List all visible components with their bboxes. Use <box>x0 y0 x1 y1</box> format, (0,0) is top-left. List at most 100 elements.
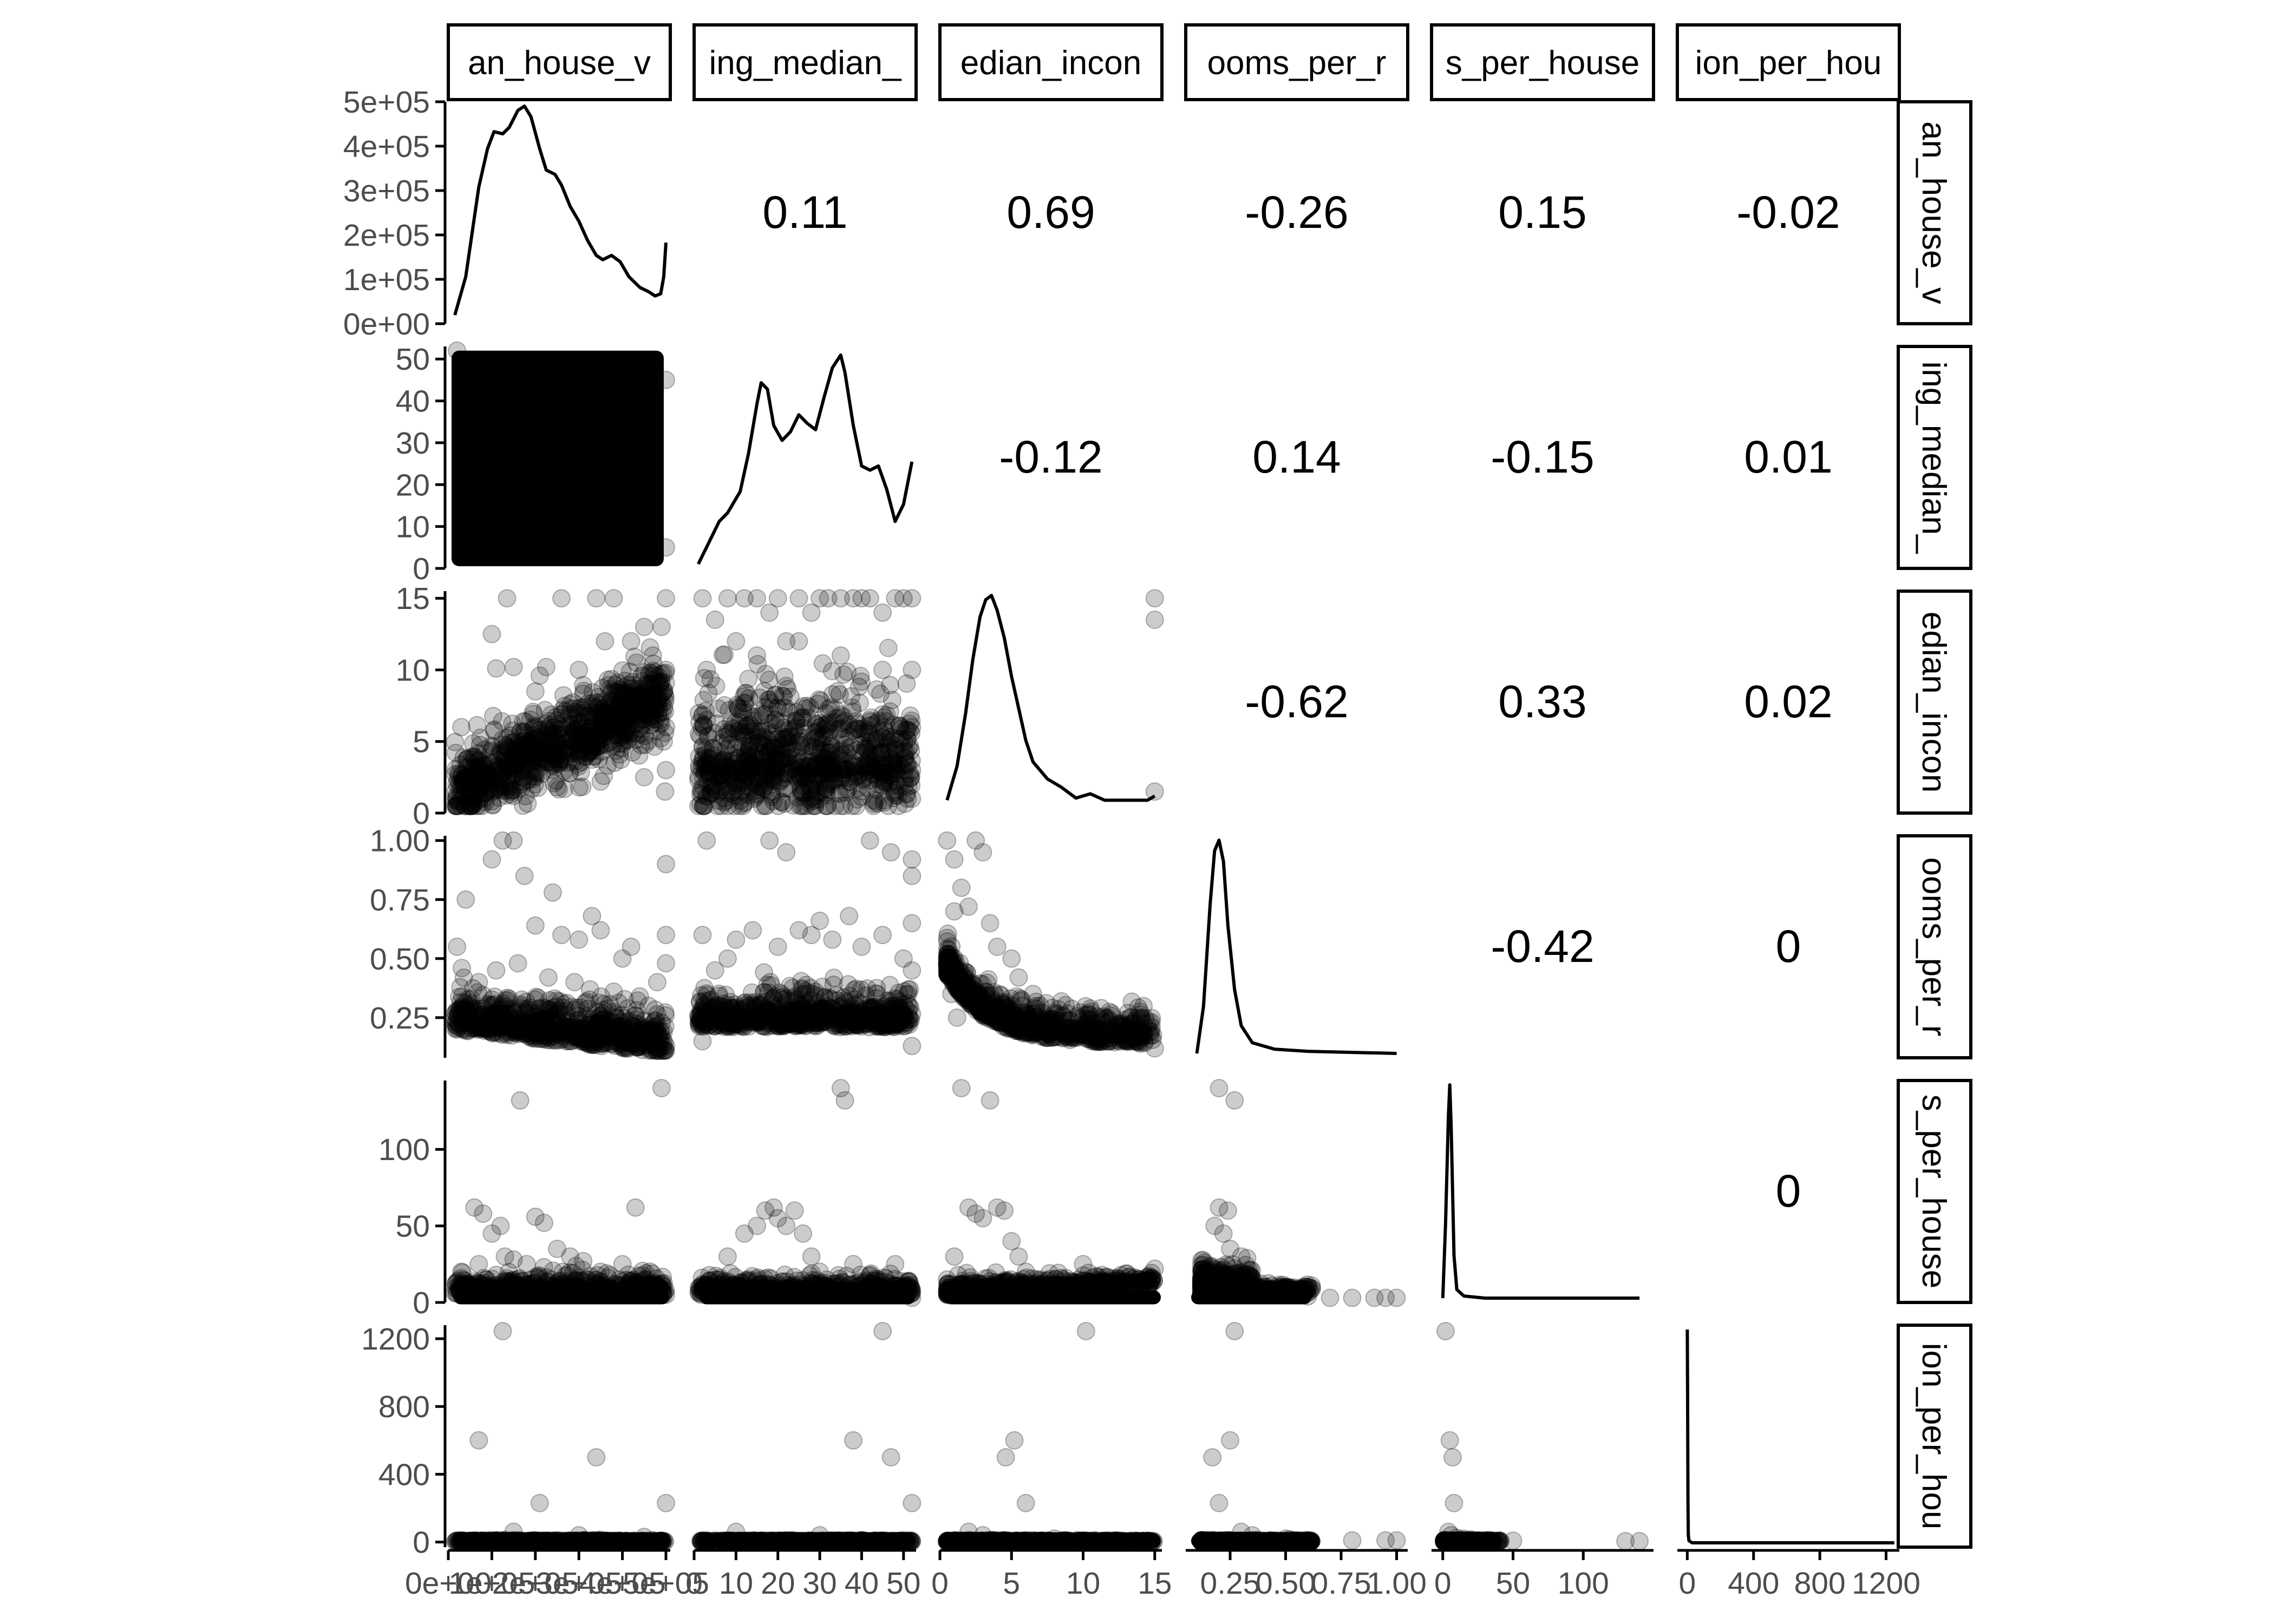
scatter-point <box>520 748 539 767</box>
scatter-point <box>504 755 522 774</box>
scatter-point <box>601 722 619 741</box>
scatter-point <box>594 728 613 746</box>
scatter-point <box>491 759 510 778</box>
scatter-point <box>623 743 642 762</box>
scatter-point <box>808 695 827 713</box>
scatter-point <box>472 776 491 794</box>
scatter-point <box>524 719 543 738</box>
scatter-point <box>567 734 586 753</box>
scatter-point <box>513 760 531 779</box>
scatter-point <box>476 783 495 802</box>
scatter-point <box>553 701 572 720</box>
scatter-point <box>777 729 796 748</box>
scatter-point <box>501 726 520 745</box>
scatter-point <box>474 756 493 775</box>
scatter-point <box>446 782 465 801</box>
scatter-point <box>619 679 638 698</box>
scatter-point <box>655 681 674 700</box>
scatter-point <box>545 746 564 765</box>
scatter-point <box>580 743 599 762</box>
scatter-point <box>534 734 553 752</box>
scatter-point <box>545 754 564 772</box>
scatter-point <box>500 734 519 752</box>
scatter-point <box>507 768 525 787</box>
scatter-point <box>733 737 752 756</box>
scatter-point <box>689 704 708 723</box>
scatter-point <box>550 755 568 773</box>
scatter-point <box>845 980 864 999</box>
scatter-point <box>562 699 581 718</box>
scatter-point <box>544 761 563 780</box>
scatter-point <box>495 752 514 771</box>
scatter-point <box>474 778 493 797</box>
scatter-point <box>455 765 474 784</box>
scatter-point <box>488 757 507 776</box>
scatter-point <box>715 750 734 769</box>
scatter-point <box>624 686 643 705</box>
scatter-point <box>507 739 526 758</box>
scatter-point <box>526 768 545 786</box>
scatter-point <box>449 775 468 794</box>
scatter-point <box>835 711 854 730</box>
scatter-point <box>463 747 482 766</box>
scatter-point <box>528 745 547 764</box>
scatter-point <box>606 676 625 695</box>
scatter-point <box>596 723 614 741</box>
scatter-point <box>530 729 548 748</box>
scatter-point <box>538 743 557 762</box>
scatter-point <box>471 767 490 785</box>
scatter-point <box>559 739 578 758</box>
scatter-point <box>644 662 663 680</box>
scatter-point <box>605 715 624 734</box>
scatter-point <box>595 719 614 738</box>
scatter-point <box>546 771 565 790</box>
scatter-point <box>639 666 658 685</box>
scatter-point <box>747 1272 766 1291</box>
scatter-point <box>615 685 634 704</box>
scatter-point <box>651 686 670 705</box>
scatter-point <box>458 768 476 787</box>
scatter-point <box>556 718 575 737</box>
scatter-point <box>639 731 658 750</box>
scatter-point <box>617 723 636 742</box>
scatter-point <box>866 998 885 1017</box>
scatter-point <box>652 684 671 703</box>
scatter-point <box>636 684 655 703</box>
scatter-point <box>574 676 593 695</box>
scatter-point <box>615 685 634 704</box>
scatter-point <box>483 796 502 815</box>
scatter-point <box>605 711 623 730</box>
scatter-point <box>642 716 661 735</box>
scatter-point <box>506 752 525 771</box>
scatter-point <box>534 731 552 750</box>
scatter-point <box>639 686 658 705</box>
scatter-point <box>475 764 494 783</box>
scatter-point <box>653 694 672 713</box>
scatter-point <box>461 775 480 794</box>
scatter-point <box>626 683 645 702</box>
scatter-point <box>451 795 470 814</box>
scatter-point <box>535 700 554 719</box>
scatter-point <box>871 684 890 703</box>
scatter-point <box>629 689 648 708</box>
scatter-point <box>621 696 640 715</box>
scatter-point <box>515 768 534 787</box>
scatter-point <box>584 736 602 755</box>
scatter-point <box>612 725 631 744</box>
scatter-point <box>754 1017 773 1036</box>
scatter-point <box>448 770 467 789</box>
scatter-point <box>890 1016 909 1035</box>
scatter-point <box>526 1013 545 1032</box>
scatter-point <box>488 780 506 798</box>
scatter-point <box>493 781 512 800</box>
scatter-point <box>632 724 651 743</box>
scatter-point <box>593 713 612 732</box>
scatter-point <box>580 980 599 999</box>
scatter-point <box>879 638 898 657</box>
scatter-point <box>497 736 516 755</box>
scatter-point <box>463 762 482 781</box>
scatter-point <box>570 699 589 718</box>
scatter-point <box>519 754 538 773</box>
scatter-point <box>850 677 868 696</box>
